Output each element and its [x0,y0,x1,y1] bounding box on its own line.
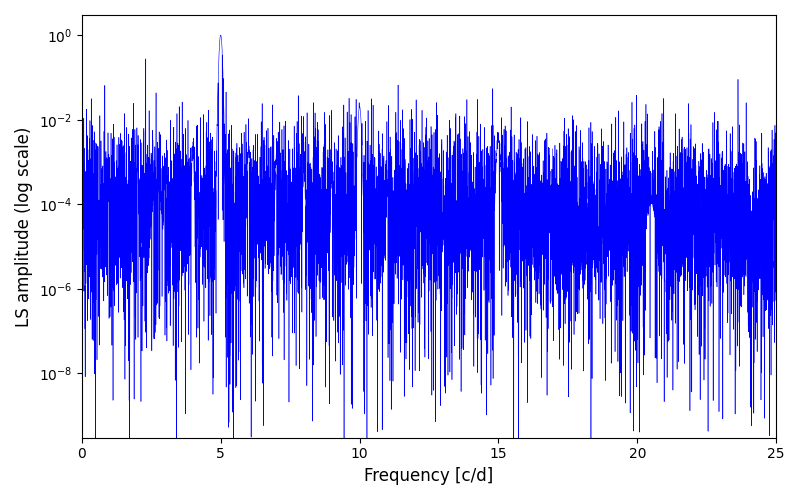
X-axis label: Frequency [c/d]: Frequency [c/d] [364,467,494,485]
Y-axis label: LS amplitude (log scale): LS amplitude (log scale) [15,126,33,326]
